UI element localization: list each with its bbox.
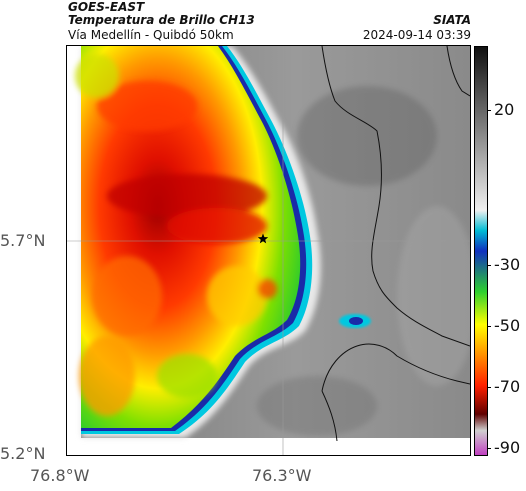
- lon-label-76-3: 76.3°W: [252, 466, 312, 485]
- brightness-temperature-field: [67, 46, 470, 455]
- source-label: SIATA: [433, 13, 471, 27]
- datetime-label: 2024-09-14 03:39: [362, 28, 471, 42]
- lat-label-5-2: 5.2°N: [0, 444, 46, 463]
- colorbar-tick-20: 20: [494, 100, 515, 119]
- satellite-map[interactable]: [66, 45, 471, 456]
- lat-label-5-7: 5.7°N: [0, 231, 46, 250]
- route-label: Vía Medellín - Quibdó 50km: [68, 28, 234, 42]
- lon-label-76-8: 76.8°W: [30, 466, 90, 485]
- border-lines: [321, 46, 470, 442]
- colorbar-tick-minus-30: -30: [494, 255, 521, 274]
- colorbar-tick-minus-90: -90: [494, 438, 521, 457]
- map-title: GOES-EAST: [68, 0, 145, 14]
- colorbar-tick-minus-50: -50: [494, 316, 521, 335]
- colorbar-tick-minus-70: -70: [494, 377, 521, 396]
- star-icon: [257, 233, 269, 244]
- colorbar: [474, 46, 488, 456]
- map-subtitle: Temperatura de Brillo CH13: [68, 13, 255, 27]
